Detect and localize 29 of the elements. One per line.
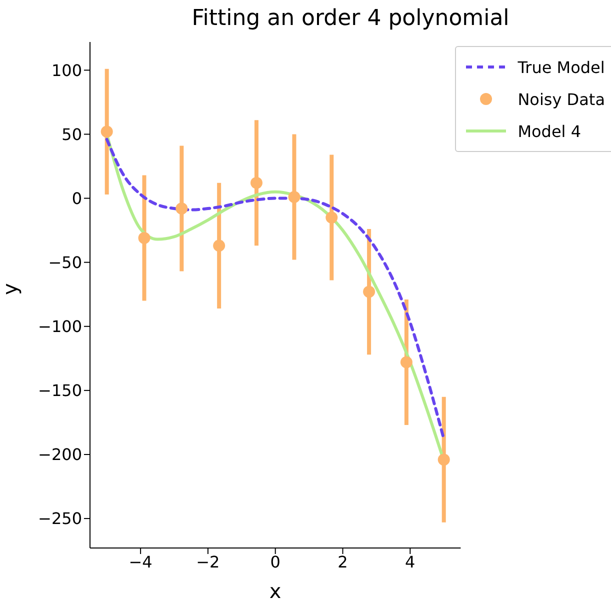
- point: [438, 454, 450, 466]
- point: [176, 202, 188, 215]
- y-tick-label: −50: [48, 253, 82, 272]
- point: [250, 176, 262, 189]
- x-tick-label: 4: [405, 552, 416, 572]
- y-tick-label: −250: [38, 509, 82, 528]
- x-axis-title: x: [269, 579, 282, 603]
- legend-label: Model 4: [518, 122, 582, 140]
- y-axis-title: y: [0, 283, 22, 295]
- legend-label: True Model: [518, 58, 605, 76]
- y-tick-label: −150: [38, 381, 82, 400]
- y-tick-label: 0: [72, 188, 82, 208]
- point: [326, 212, 338, 224]
- y-tick-label: 50: [62, 124, 82, 144]
- y-tick-label: 100: [51, 60, 82, 80]
- point: [288, 191, 300, 204]
- point: [363, 286, 376, 298]
- point: [138, 232, 150, 244]
- x-tick-label: 0: [270, 552, 280, 572]
- y-tick-label: −100: [38, 317, 82, 336]
- x-tick-label: 2: [338, 552, 348, 572]
- point: [400, 356, 412, 368]
- x-tick-label: −4: [128, 552, 152, 572]
- point: [213, 240, 226, 252]
- point: [100, 126, 113, 138]
- y-tick-label: −200: [38, 445, 82, 464]
- x-tick-label: −2: [196, 552, 220, 572]
- chart-title: Fitting an order 4 polynomial: [190, 6, 510, 33]
- legend-label: Noisy Data: [518, 90, 605, 108]
